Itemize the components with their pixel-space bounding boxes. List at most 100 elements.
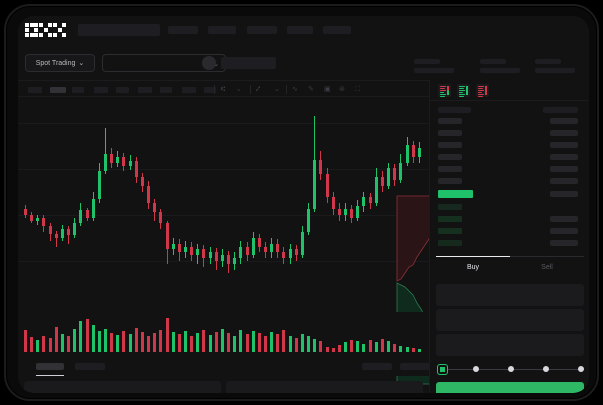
candle-wick: [105, 127, 106, 175]
candle-body: [411, 145, 415, 157]
order-field-price[interactable]: [436, 284, 584, 306]
orderbook-ask-amount-6[interactable]: [550, 178, 578, 184]
order-field-total[interactable]: [436, 334, 584, 356]
orderbook-header-divider: [430, 100, 589, 101]
slider-notch-5[interactable]: [578, 366, 584, 372]
slider-handle[interactable]: [438, 365, 447, 374]
volume-bar: [393, 343, 397, 352]
interval-pill-9[interactable]: [204, 87, 216, 93]
settings-icon[interactable]: ⊛: [339, 86, 345, 93]
orderbook-ask-amount-3[interactable]: [550, 142, 578, 148]
interval-pill-6[interactable]: [138, 87, 152, 93]
tab-sell[interactable]: Sell: [541, 264, 553, 271]
bottom-tab-right-2[interactable]: [400, 363, 430, 370]
interval-pill-8[interactable]: [182, 87, 196, 93]
tab-buy[interactable]: Buy: [466, 264, 480, 271]
order-form-tabs: Buy Sell: [436, 256, 584, 278]
orderbook-bid-price-1[interactable]: [438, 204, 462, 210]
interval-pill-7[interactable]: [160, 87, 172, 93]
slider-notch-2[interactable]: [473, 366, 479, 372]
camera-icon[interactable]: ▣: [324, 86, 331, 93]
orderbook-ask-amount-2[interactable]: [550, 130, 578, 136]
fullscreen-icon[interactable]: ⛶: [355, 86, 360, 93]
app-header: [18, 16, 589, 47]
bottom-tab-2[interactable]: [75, 363, 105, 370]
chart-gridline: [18, 169, 429, 170]
orderbook-ask-price-6[interactable]: [438, 178, 462, 184]
submit-buy-button[interactable]: [436, 382, 584, 393]
orderbook-bid-amount-3[interactable]: [550, 228, 578, 234]
line-chart-icon[interactable]: ∿: [292, 86, 298, 93]
orderbook-col-header-price[interactable]: [438, 107, 471, 113]
price-chart-panel[interactable]: [18, 97, 442, 385]
interval-pill-4[interactable]: [94, 87, 108, 93]
candle-body: [227, 255, 231, 264]
interval-pill-5[interactable]: [116, 87, 129, 93]
pencil-icon[interactable]: ✎: [308, 86, 314, 93]
volume-bar: [411, 347, 415, 352]
candle-body: [344, 208, 347, 215]
interval-pill-3[interactable]: [72, 87, 84, 93]
orderbook-mode-asks[interactable]: [476, 84, 489, 97]
orderbook-ask-amount-1[interactable]: [550, 118, 578, 124]
bottom-pane-right[interactable]: [226, 381, 423, 393]
candle-body: [393, 168, 397, 181]
orderbook-mode-both[interactable]: [438, 84, 451, 97]
market-type-dropdown[interactable]: Spot Trading ⌄: [25, 54, 95, 72]
volume-bar: [196, 332, 200, 352]
orderbook-col-header-amount[interactable]: [543, 107, 578, 113]
orderbook-bid-price-4[interactable]: [438, 240, 462, 246]
orderbook-bid-price-2[interactable]: [438, 216, 462, 222]
orderbook-ask-price-2[interactable]: [438, 130, 462, 136]
orderbook-bid-amount-2[interactable]: [550, 216, 578, 222]
volume-bar: [54, 326, 58, 352]
chevron-down-icon[interactable]: ⌄: [274, 86, 280, 93]
orderbook-ask-amount-4[interactable]: [550, 154, 578, 160]
okx-logo-glyph-0: [25, 23, 38, 37]
orderbook-ask-amount-5[interactable]: [550, 166, 578, 172]
candle-body: [380, 177, 384, 186]
volume-bar: [30, 337, 34, 352]
volume-bar: [140, 331, 144, 352]
orderbook-bid-amount-4[interactable]: [550, 240, 578, 246]
chevron-down-icon[interactable]: ⌄: [236, 86, 242, 93]
nav-item-5[interactable]: [323, 26, 351, 34]
bottom-tab-right-1[interactable]: [362, 363, 392, 370]
chart-gridline: [18, 261, 429, 262]
volume-bar: [300, 333, 304, 352]
volume-bar: [380, 339, 384, 352]
interval-pill-2[interactable]: [50, 87, 66, 93]
order-field-amount[interactable]: [436, 309, 584, 331]
candle-body: [196, 249, 200, 256]
bottom-pane-left[interactable]: [24, 381, 221, 393]
slider-notch-4[interactable]: [543, 366, 549, 372]
candle-body: [264, 246, 267, 253]
interval-icon[interactable]: ⑆: [221, 86, 226, 93]
volume-bar: [122, 330, 126, 352]
orderbook-bid-price-3[interactable]: [438, 228, 462, 234]
chevron-down-icon: ⌄: [213, 61, 219, 68]
orderbook-ask-price-1[interactable]: [438, 118, 462, 124]
volume-bar: [159, 329, 163, 352]
volume-bar: [208, 335, 212, 352]
indicator-icon[interactable]: ⑇: [256, 86, 261, 93]
nav-item-1[interactable]: [168, 26, 198, 34]
orderbook-ask-price-5[interactable]: [438, 166, 462, 172]
nav-search-skeleton[interactable]: [78, 24, 160, 36]
amount-percent-slider[interactable]: [438, 365, 584, 375]
interval-pill-1[interactable]: [28, 87, 42, 93]
orderbook-ask-price-3[interactable]: [438, 142, 462, 148]
nav-item-2[interactable]: [208, 26, 236, 34]
orderbook-mode-bids[interactable]: [457, 84, 470, 97]
orderbook-spread-highlight[interactable]: [438, 190, 473, 198]
nav-item-3[interactable]: [247, 26, 277, 34]
nav-item-4[interactable]: [287, 26, 313, 34]
slider-notch-3[interactable]: [508, 366, 514, 372]
orderbook-ask-amount-7[interactable]: [550, 191, 578, 197]
bottom-tab-active-underline: [36, 375, 64, 376]
bottom-tab-1[interactable]: [36, 363, 64, 370]
orderbook-ask-price-4[interactable]: [438, 154, 462, 160]
candlestick-series: [24, 107, 424, 282]
okx-logo[interactable]: [25, 23, 67, 37]
volume-bar: [239, 329, 243, 352]
